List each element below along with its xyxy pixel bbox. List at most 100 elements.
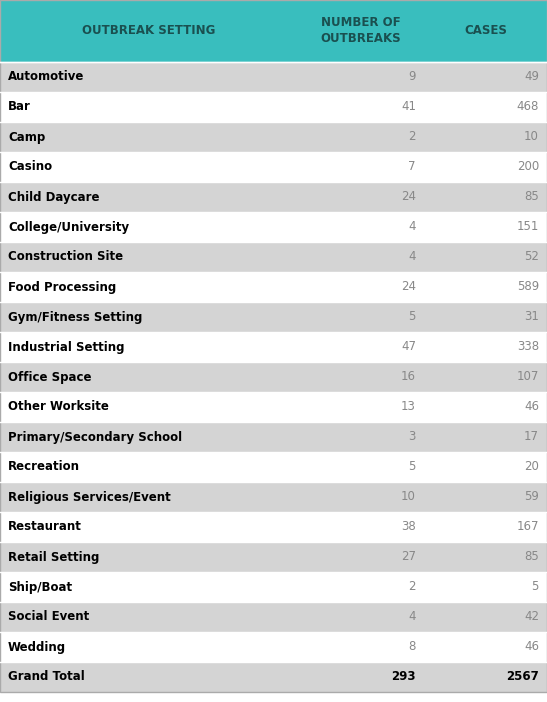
- Text: 2567: 2567: [507, 670, 539, 684]
- Bar: [0, 632, 298, 662]
- Text: Wedding: Wedding: [8, 640, 66, 654]
- Bar: [0, 422, 298, 452]
- Text: Gym/Fitness Setting: Gym/Fitness Setting: [8, 310, 142, 324]
- Bar: [0, 572, 298, 602]
- Text: 338: 338: [517, 340, 539, 354]
- Bar: [298, 332, 424, 362]
- Bar: [298, 0, 424, 62]
- Text: 468: 468: [516, 100, 539, 114]
- Text: 3: 3: [409, 430, 416, 444]
- Bar: [0, 62, 298, 92]
- Bar: [298, 212, 424, 242]
- Bar: [298, 482, 424, 512]
- Text: 5: 5: [409, 310, 416, 324]
- Text: Camp: Camp: [8, 131, 45, 143]
- Text: 46: 46: [524, 401, 539, 413]
- Bar: [424, 302, 547, 332]
- Text: NUMBER OF
OUTBREAKS: NUMBER OF OUTBREAKS: [321, 17, 401, 46]
- Bar: [424, 632, 547, 662]
- Text: 42: 42: [524, 611, 539, 623]
- Text: 31: 31: [524, 310, 539, 324]
- Bar: [0, 0, 298, 62]
- Text: 107: 107: [516, 371, 539, 383]
- Text: 8: 8: [409, 640, 416, 654]
- Text: Automotive: Automotive: [8, 70, 84, 84]
- Bar: [0, 212, 298, 242]
- Text: 10: 10: [401, 491, 416, 503]
- Bar: [0, 332, 298, 362]
- Bar: [424, 212, 547, 242]
- Bar: [0, 152, 298, 182]
- Text: CASES: CASES: [464, 25, 507, 37]
- Text: Recreation: Recreation: [8, 461, 80, 474]
- Bar: [424, 512, 547, 542]
- Bar: [424, 242, 547, 272]
- Bar: [298, 272, 424, 302]
- Text: 4: 4: [409, 251, 416, 263]
- Text: 85: 85: [524, 550, 539, 564]
- Text: 85: 85: [524, 190, 539, 204]
- Bar: [0, 602, 298, 632]
- Bar: [424, 662, 547, 692]
- Bar: [0, 542, 298, 572]
- Bar: [424, 62, 547, 92]
- Bar: [298, 62, 424, 92]
- Text: 7: 7: [409, 161, 416, 173]
- Bar: [298, 602, 424, 632]
- Text: 5: 5: [532, 581, 539, 593]
- Text: 10: 10: [524, 131, 539, 143]
- Bar: [424, 392, 547, 422]
- Bar: [298, 362, 424, 392]
- Text: Industrial Setting: Industrial Setting: [8, 340, 125, 354]
- Text: Social Event: Social Event: [8, 611, 89, 623]
- Bar: [424, 182, 547, 212]
- Bar: [424, 602, 547, 632]
- Bar: [0, 362, 298, 392]
- Text: 24: 24: [401, 190, 416, 204]
- Bar: [298, 152, 424, 182]
- Bar: [298, 92, 424, 122]
- Text: 46: 46: [524, 640, 539, 654]
- Bar: [0, 92, 298, 122]
- Bar: [424, 152, 547, 182]
- Text: Bar: Bar: [8, 100, 31, 114]
- Bar: [298, 662, 424, 692]
- Text: Other Worksite: Other Worksite: [8, 401, 109, 413]
- Text: 49: 49: [524, 70, 539, 84]
- Bar: [0, 242, 298, 272]
- Text: Office Space: Office Space: [8, 371, 91, 383]
- Bar: [0, 182, 298, 212]
- Bar: [424, 452, 547, 482]
- Text: Retail Setting: Retail Setting: [8, 550, 100, 564]
- Text: 4: 4: [409, 611, 416, 623]
- Bar: [424, 122, 547, 152]
- Text: Child Daycare: Child Daycare: [8, 190, 100, 204]
- Text: Restaurant: Restaurant: [8, 520, 82, 534]
- Text: Construction Site: Construction Site: [8, 251, 123, 263]
- Text: 27: 27: [401, 550, 416, 564]
- Text: 24: 24: [401, 281, 416, 293]
- Text: Religious Services/Event: Religious Services/Event: [8, 491, 171, 503]
- Text: 41: 41: [401, 100, 416, 114]
- Bar: [0, 452, 298, 482]
- Text: 9: 9: [409, 70, 416, 84]
- Bar: [424, 332, 547, 362]
- Text: OUTBREAK SETTING: OUTBREAK SETTING: [83, 25, 216, 37]
- Text: 200: 200: [517, 161, 539, 173]
- Bar: [424, 0, 547, 62]
- Bar: [298, 572, 424, 602]
- Bar: [298, 542, 424, 572]
- Text: 47: 47: [401, 340, 416, 354]
- Text: 20: 20: [524, 461, 539, 474]
- Text: 167: 167: [516, 520, 539, 534]
- Bar: [298, 512, 424, 542]
- Bar: [0, 392, 298, 422]
- Text: 38: 38: [401, 520, 416, 534]
- Bar: [298, 122, 424, 152]
- Text: 13: 13: [401, 401, 416, 413]
- Bar: [298, 302, 424, 332]
- Text: 5: 5: [409, 461, 416, 474]
- Text: 17: 17: [524, 430, 539, 444]
- Bar: [0, 272, 298, 302]
- Text: Casino: Casino: [8, 161, 52, 173]
